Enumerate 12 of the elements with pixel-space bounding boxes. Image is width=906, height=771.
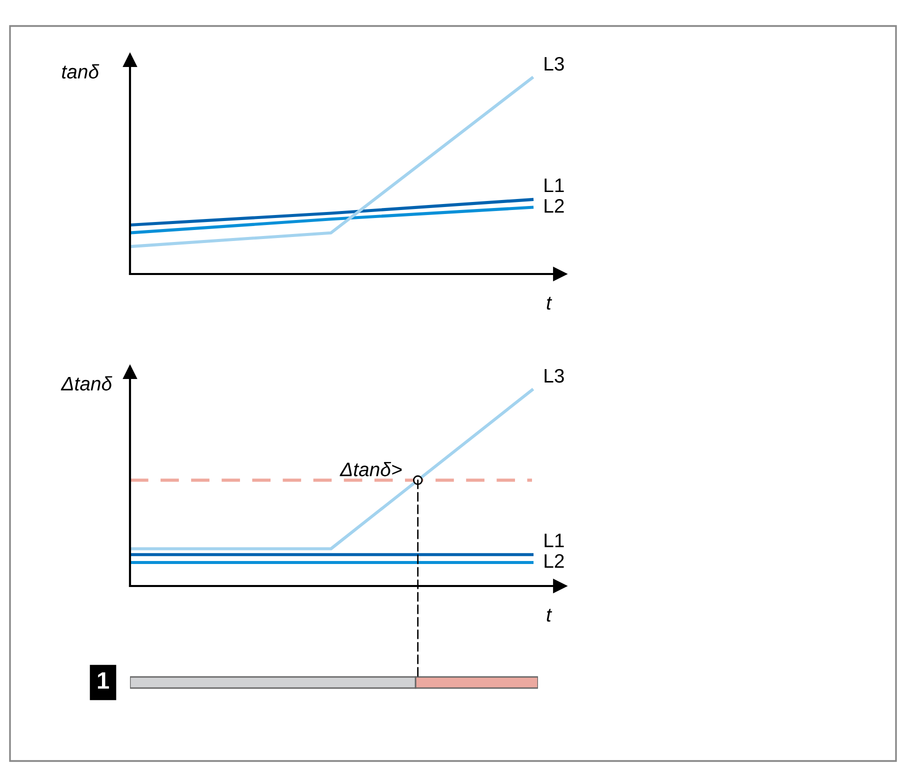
y-tick-label: 1	[98, 672, 109, 689]
y-axis-title: Δtanδ	[60, 376, 112, 391]
series-label: L1	[544, 534, 564, 548]
series-label: L2	[544, 554, 564, 568]
series-label: L3	[544, 56, 564, 71]
series-label: L1	[544, 178, 564, 192]
x-axis-title: t	[546, 608, 552, 622]
series-label: L3	[544, 368, 564, 383]
ref-line-label: Δtanδ>	[340, 462, 402, 476]
y-axis-title: tanδ	[62, 64, 100, 79]
x-axis-title: t	[546, 296, 552, 310]
series-label: L2	[544, 199, 564, 213]
